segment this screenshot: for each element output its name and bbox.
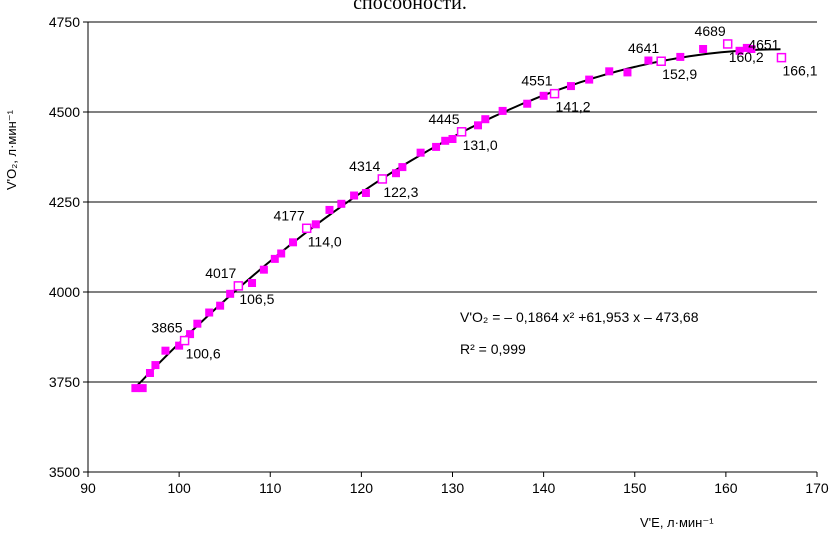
x-tick-label-130: 130 [441,480,465,496]
filled-point-26 [448,135,457,143]
x-tick-labels: 90 100 110 120 130 140 150 160 170 [80,480,829,496]
point-x-label-0: 100,6 [186,346,221,362]
filled-point-7 [193,319,202,328]
filled-point-23 [416,148,425,157]
filled-point-1 [138,384,147,393]
filled-point-30 [523,99,532,108]
x-tick-label-100: 100 [167,480,191,496]
x-axis-label: V'E, л·мин⁻¹ [640,515,714,530]
x-tick-label-150: 150 [623,480,647,496]
y-tick-labels: 3500 3750 4000 4250 4500 4750 [49,14,80,480]
filled-point-24 [432,142,441,151]
filled-point-17 [325,205,334,214]
open-point-5 [549,88,560,99]
caption-fragment: способности. [353,0,467,14]
x-tick-label-170: 170 [805,480,829,496]
open-point-3 [377,174,388,184]
filled-point-12 [259,265,268,274]
filled-point-15 [289,238,298,247]
open-point-0 [179,335,190,346]
filled-point-22 [398,163,407,172]
open-point-2 [301,223,312,234]
filled-point-8 [205,308,214,317]
axis-labels: V'E, л·мин⁻¹ V'O₂, л·мин⁻¹ [4,109,714,530]
filled-point-9 [216,301,225,310]
x-tick-label-90: 90 [80,480,96,496]
point-x-label-8: 166,1 [782,63,817,79]
filled-point-29 [498,106,507,115]
filled-point-21 [392,169,401,178]
point-y-label-4: 4445 [428,111,459,127]
filled-point-0 [131,384,140,393]
y-tick-label-4500: 4500 [49,104,80,120]
equation-text: V'O₂ = – 0,1864 x² +61,953 x – 473,68 [460,309,699,325]
filled-point-11 [248,279,257,287]
filled-point-38 [699,45,708,53]
filled-point-3 [151,361,160,370]
filled-point-18 [337,199,346,208]
filled-point-2 [145,369,154,377]
open-point-7 [722,39,733,49]
y-axis-label: V'O₂, л·мин⁻¹ [4,109,19,190]
point-x-label-3: 122,3 [383,184,418,200]
point-y-label-7: 4689 [695,23,726,39]
point-y-label-5: 4551 [521,73,552,89]
filled-point-13 [270,254,279,263]
filled-point-4 [161,346,170,355]
filled-point-39 [735,46,744,55]
point-x-label-4: 131,0 [463,137,498,153]
point-x-label-5: 141,2 [556,99,591,115]
point-y-label-0: 3865 [151,320,182,336]
open-point-1 [233,281,244,291]
filled-point-6 [186,330,195,339]
filled-point-41 [747,45,756,53]
filled-point-40 [742,43,751,52]
point-y-label-2: 4177 [274,207,305,223]
trend-line [132,48,781,390]
open-point-8 [776,52,787,63]
filled-point-19 [350,191,359,200]
annotations: V'O₂ = – 0,1864 x² +61,953 x – 473,68 R² … [460,309,699,357]
filled-point-35 [623,68,632,77]
filled-point-20 [361,189,370,197]
point-x-label-7: 160,2 [729,49,764,65]
point-y-label-8: 4651 [748,37,779,53]
filled-point-36 [644,56,653,65]
filled-point-10 [226,289,235,298]
point-x-label-6: 152,9 [662,66,697,82]
point-x-label-1: 106,5 [239,291,274,307]
filled-point-31 [539,91,548,100]
filled-point-25 [441,136,450,145]
y-tick-label-4750: 4750 [49,14,80,30]
point-x-label-2: 114,0 [308,233,342,249]
open-point-6 [656,56,666,66]
x-tick-label-160: 160 [714,480,738,496]
filled-point-14 [277,249,286,258]
filled-point-5 [175,341,184,350]
filled-point-27 [474,121,483,130]
point-y-label-1: 4017 [205,265,236,281]
filled-point-33 [585,75,594,84]
filled-point-37 [676,52,685,61]
grid-lines [88,21,817,383]
y-tick-label-3750: 3750 [49,374,80,390]
r-squared-text: R² = 0,999 [460,341,526,357]
y-tick-label-3500: 3500 [49,464,80,480]
x-tick-label-120: 120 [350,480,374,496]
filled-point-28 [481,115,490,124]
filled-point-34 [605,67,614,76]
axes [83,21,818,477]
filled-point-16 [311,220,320,229]
filled-point-32 [566,82,575,91]
x-tick-label-140: 140 [532,480,556,496]
y-tick-label-4250: 4250 [49,194,80,210]
y-tick-label-4000: 4000 [49,284,80,300]
open-point-4 [456,127,467,137]
point-y-label-6: 4641 [628,40,659,56]
x-tick-label-110: 110 [259,480,282,496]
point-y-label-3: 4314 [349,158,380,174]
data-points [131,39,787,393]
